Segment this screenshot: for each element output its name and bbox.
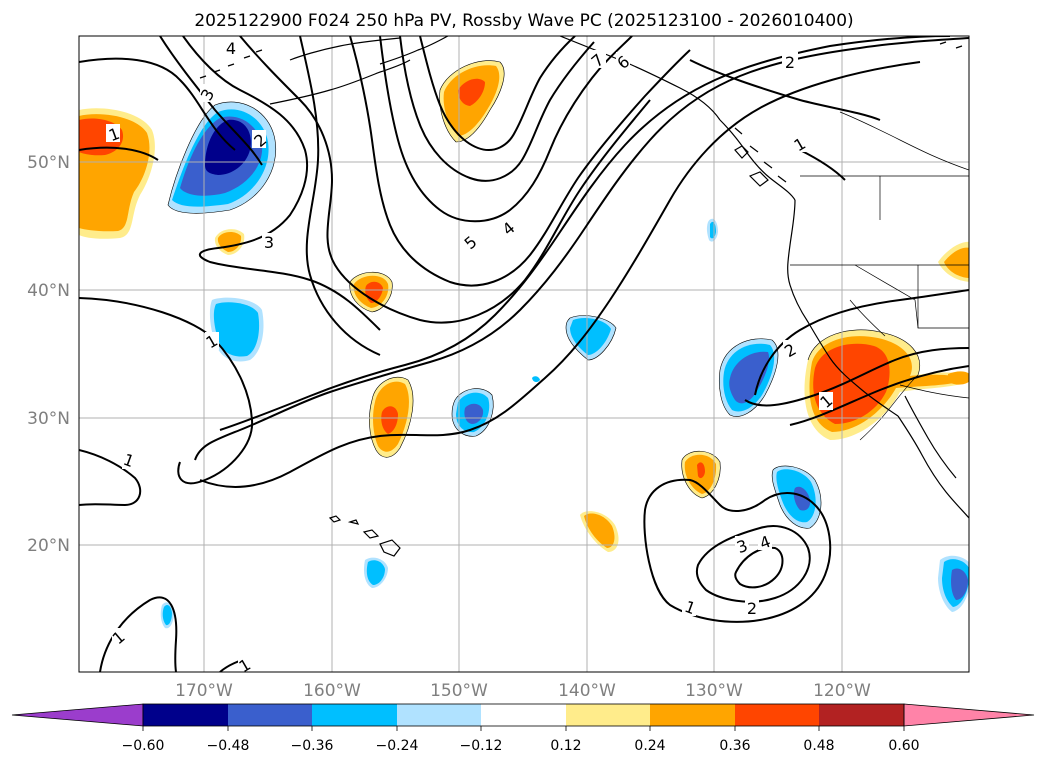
colorbar-tick-label: −0.12: [460, 738, 503, 754]
positive-anomaly-115w-north-core: [944, 247, 969, 278]
contour-label: 2: [747, 599, 757, 618]
lat-label: 50°N: [27, 153, 70, 173]
colorbar-tick-label: 0.12: [550, 738, 581, 754]
lon-label: 130°W: [685, 681, 743, 701]
colorbar-segment: [397, 704, 481, 726]
map-title: 2025122900 F024 250 hPa PV, Rossby Wave …: [194, 11, 853, 31]
colorbar-segment: [735, 704, 819, 726]
colorbar-tick-label: 0.60: [888, 738, 919, 754]
negative-anomaly-125w-core2: [793, 486, 811, 511]
colorbar-segment: [819, 704, 904, 726]
graticule: [79, 36, 969, 672]
pv-contours: [79, 36, 969, 672]
positive-anomaly-130w-mid-core2: [697, 462, 705, 479]
colorbar-segment: [143, 704, 228, 726]
lon-label: 140°W: [558, 681, 616, 701]
positive-anomaly-155w-core2: [381, 406, 398, 434]
lat-label: 30°N: [27, 409, 70, 429]
colorbar-segment: [481, 704, 566, 726]
lat-label: 40°N: [27, 281, 70, 301]
colorbar-tick-label: 0.48: [803, 738, 834, 754]
lon-label: 160°W: [303, 681, 361, 701]
contour-label: 3: [264, 233, 274, 252]
negative-anomaly-160w-south-core: [162, 605, 172, 626]
lon-label: 150°W: [430, 681, 488, 701]
colorbar-tick-label: 0.36: [719, 738, 750, 754]
lon-label: 170°W: [175, 681, 233, 701]
colorbar-segment: [650, 704, 735, 726]
colorbar-segment: [312, 704, 397, 726]
colorbar-tick-label: −0.24: [376, 738, 419, 754]
negative-anomaly-165w-core: [213, 302, 260, 357]
colorbar-segment: [228, 704, 312, 726]
colorbar: −0.60 −0.48 −0.36 −0.24 −0.12 0.12 0.24 …: [11, 703, 1035, 754]
contour-label: 2: [785, 53, 795, 72]
map-frame: [78, 35, 970, 673]
positive-anomaly-160w-north-core2: [458, 78, 485, 106]
longitude-axis: 170°W 160°W 150°W 140°W 130°W 120°W: [175, 681, 871, 701]
lon-label: 120°W: [813, 681, 871, 701]
negative-anomaly-dot: [532, 376, 540, 383]
colorbar-tick-label: −0.48: [207, 738, 250, 754]
colorbar-tick-label: −0.60: [122, 738, 165, 754]
negative-anomaly-115w-core2: [951, 568, 968, 600]
negative-anomaly-150w-core2: [464, 403, 484, 424]
positive-anomaly-140w-south-core: [584, 513, 615, 548]
colorbar-ticks: [142, 726, 905, 731]
contour-labels: 4 3 2 1 3 1 1 5 4 7 6 2 1 2: [106, 38, 836, 672]
shaded-anomalies: [79, 60, 969, 629]
colorbar-tick-label: 0.24: [634, 738, 665, 754]
negative-anomaly-155w-hawaii-core: [366, 560, 385, 585]
positive-anomaly-115w-east: [948, 371, 969, 385]
colorbar-segment: [566, 704, 650, 726]
negative-anomaly-140w-core: [570, 318, 611, 355]
contour-label: 4: [226, 39, 236, 58]
latitude-axis: 50°N 40°N 30°N 20°N: [27, 153, 70, 556]
colorbar-extend-low: [11, 703, 144, 727]
negative-anomaly-nw-core3: [205, 119, 251, 175]
political-borders: [790, 111, 969, 399]
colorbar-frame: [142, 703, 905, 727]
lat-label: 20°N: [27, 536, 70, 556]
negative-anomaly-130w-west-core2: [729, 351, 770, 404]
colorbar-extend-high: [903, 703, 1035, 727]
coastlines: [199, 36, 969, 557]
colorbar-tick-label: −0.36: [291, 738, 334, 754]
